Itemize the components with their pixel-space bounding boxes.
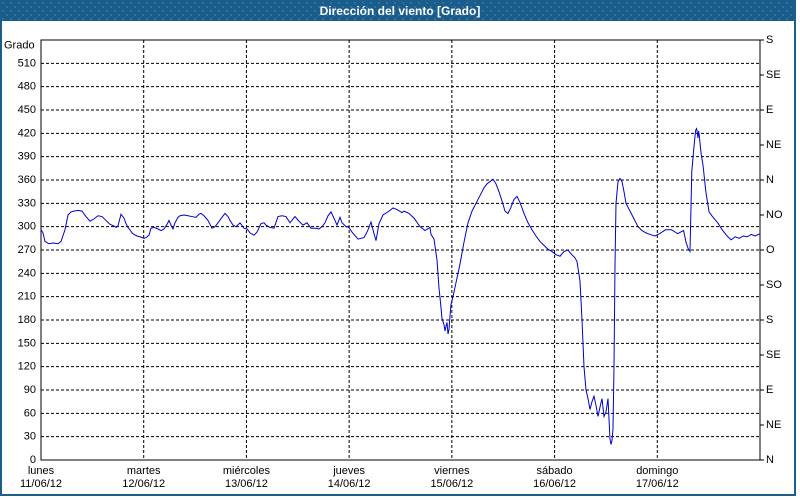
svg-text:210: 210 [18,291,36,303]
svg-text:O: O [766,244,775,256]
svg-text:11/06/12: 11/06/12 [20,478,62,490]
svg-text:240: 240 [18,267,36,279]
svg-text:180: 180 [18,314,36,326]
svg-text:SE: SE [766,349,781,361]
svg-text:S: S [766,34,773,46]
svg-text:17/06/12: 17/06/12 [636,478,679,490]
svg-text:N: N [766,174,774,186]
svg-text:12/06/12: 12/06/12 [122,478,165,490]
svg-text:SE: SE [766,69,781,81]
svg-text:510: 510 [18,57,36,69]
svg-text:N: N [766,454,774,466]
svg-text:420: 420 [18,127,36,139]
svg-text:480: 480 [18,81,36,93]
svg-text:13/06/12: 13/06/12 [225,478,268,490]
svg-text:NO: NO [766,209,783,221]
svg-text:jueves: jueves [332,465,365,477]
svg-text:90: 90 [24,384,36,396]
svg-text:150: 150 [18,337,36,349]
svg-text:60: 60 [24,407,36,419]
svg-text:lunes: lunes [28,465,55,477]
svg-text:270: 270 [18,244,36,256]
svg-text:Grado: Grado [4,40,35,52]
svg-text:viernes: viernes [434,465,470,477]
svg-text:300: 300 [18,221,36,233]
svg-text:450: 450 [18,104,36,116]
svg-text:E: E [766,384,773,396]
svg-text:330: 330 [18,197,36,209]
svg-text:martes: martes [127,465,161,477]
svg-text:15/06/12: 15/06/12 [430,478,473,490]
svg-text:120: 120 [18,361,36,373]
svg-text:NE: NE [766,419,781,431]
svg-text:16/06/12: 16/06/12 [533,478,576,490]
svg-text:NE: NE [766,139,781,151]
svg-text:390: 390 [18,151,36,163]
svg-text:SO: SO [766,279,782,291]
svg-text:360: 360 [18,174,36,186]
svg-text:sábado: sábado [537,465,573,477]
svg-text:30: 30 [24,431,36,443]
svg-text:miércoles: miércoles [223,465,271,477]
svg-text:E: E [766,104,773,116]
svg-text:S: S [766,314,773,326]
svg-text:14/06/12: 14/06/12 [328,478,371,490]
svg-text:domingo: domingo [636,465,678,477]
